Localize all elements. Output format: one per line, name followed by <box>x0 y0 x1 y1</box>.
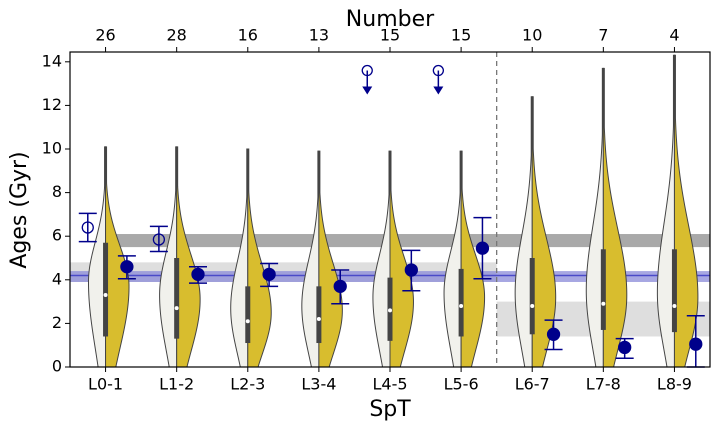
top-tick-label: 26 <box>95 26 115 45</box>
x-tick-label: L7-8 <box>586 375 621 394</box>
point <box>404 263 418 277</box>
violin-right <box>460 150 486 368</box>
violin-right <box>247 148 272 368</box>
violin-right <box>531 96 557 368</box>
violin-right <box>389 150 414 368</box>
top-tick-label: 4 <box>669 26 679 45</box>
violin-box <box>529 258 535 335</box>
upper-limit-head <box>362 86 373 95</box>
violin-left <box>656 54 675 368</box>
upper-limit-head <box>433 86 444 95</box>
y-tick-label: 2 <box>52 313 62 332</box>
upper-limit-point <box>361 64 373 77</box>
violin-box <box>103 242 109 337</box>
violin-median <box>601 301 606 306</box>
y-axis-title: Ages (Gyr) <box>7 151 32 268</box>
violin-right <box>318 150 343 368</box>
violin-box <box>316 286 322 344</box>
point <box>475 241 490 255</box>
violin-left <box>585 67 604 368</box>
violin-left <box>443 150 462 368</box>
x-tick-label: L4-5 <box>372 375 407 394</box>
y-tick-label: 6 <box>52 226 62 245</box>
top-tick-label: 15 <box>451 26 471 45</box>
violin-median <box>316 317 321 322</box>
y-tick-label: 0 <box>52 357 62 376</box>
y-tick-label: 4 <box>52 269 62 288</box>
violin-box <box>600 249 606 330</box>
violin-box <box>458 268 464 337</box>
point <box>120 260 134 274</box>
upper-limit-point <box>432 64 445 77</box>
top-tick-label: 28 <box>166 26 186 45</box>
violin-left <box>230 148 249 368</box>
violin-left <box>87 146 107 368</box>
violin-left <box>514 96 533 368</box>
x-axis-title: SpT <box>369 397 411 422</box>
point <box>81 221 94 234</box>
violin-right <box>176 146 201 368</box>
violin-median <box>530 303 535 308</box>
point <box>152 233 166 246</box>
top-tick-label: 7 <box>598 26 608 45</box>
top-tick-label: 13 <box>309 26 329 45</box>
x-tick-label: L3-4 <box>301 375 336 394</box>
x-tick-label: L5-6 <box>444 375 479 394</box>
point <box>333 279 347 293</box>
violin-right <box>602 67 628 368</box>
violin-box <box>671 249 677 333</box>
point <box>618 340 632 355</box>
violin-right <box>673 54 699 368</box>
point <box>262 267 276 282</box>
x-tick-label: L0-1 <box>88 375 123 394</box>
violin-box <box>174 258 180 339</box>
violin-right <box>105 146 130 368</box>
top-tick-label: 10 <box>522 26 542 45</box>
y-tick-label: 14 <box>42 51 62 70</box>
y-tick-label: 10 <box>42 139 62 158</box>
point <box>191 267 205 282</box>
x-tick-label: L2-3 <box>230 375 265 394</box>
violin-left <box>372 150 391 368</box>
x-tick-label: L6-7 <box>515 375 550 394</box>
x-tick-label: L8-9 <box>657 375 692 394</box>
violin-median <box>174 306 179 311</box>
top-tick-label: 16 <box>238 26 258 45</box>
violin-median <box>103 293 108 298</box>
violin-left <box>301 150 320 368</box>
y-tick-label: 12 <box>42 95 62 114</box>
violin-box <box>245 286 251 344</box>
violin-left <box>159 146 178 368</box>
violin-median <box>459 303 464 308</box>
point <box>546 327 561 341</box>
violin-median <box>672 303 677 308</box>
top-tick-label: 15 <box>380 26 400 45</box>
violin-median <box>245 319 250 324</box>
point <box>689 337 703 351</box>
y-tick-label: 8 <box>52 182 62 201</box>
violin-median <box>388 308 392 313</box>
x-tick-label: L1-2 <box>159 375 194 394</box>
top-axis-title: Number <box>346 7 435 32</box>
